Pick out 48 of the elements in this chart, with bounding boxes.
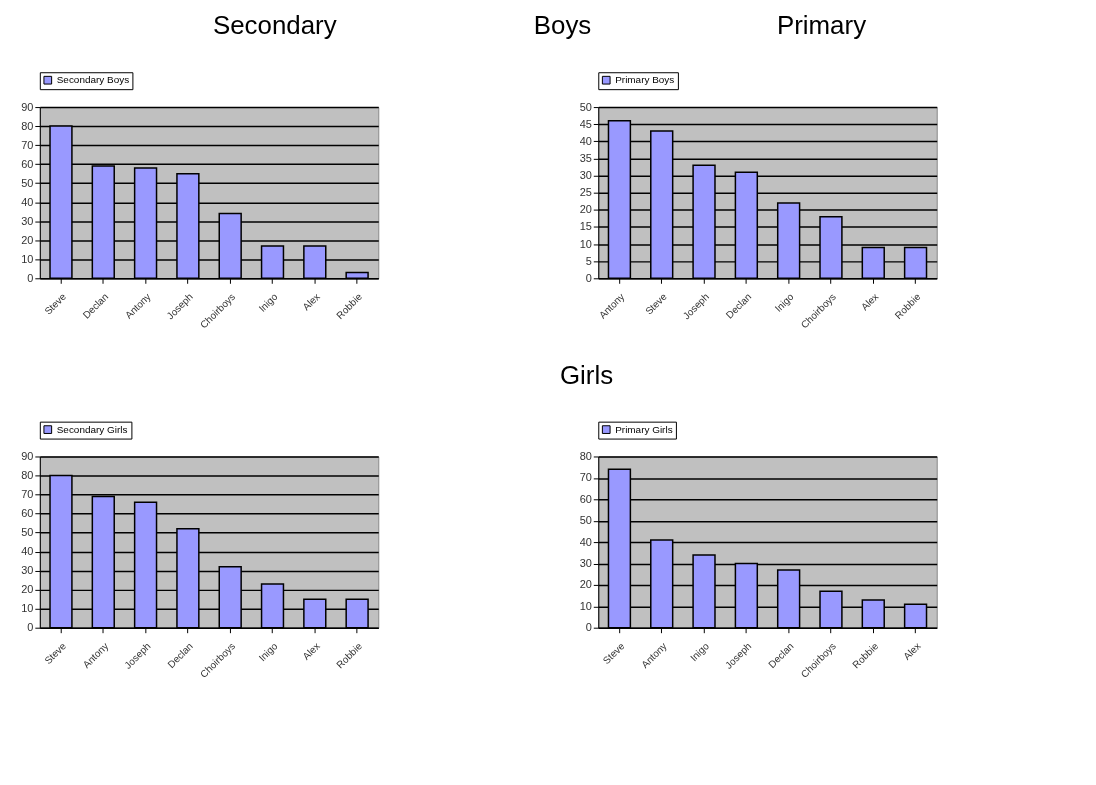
- y-tick-label: 10: [21, 252, 34, 265]
- y-tick-label: 20: [579, 203, 592, 216]
- y-tick-label: 30: [579, 556, 592, 569]
- y-tick-label: 80: [579, 449, 592, 462]
- y-tick-label: 0: [27, 271, 34, 284]
- text: Secondary: [212, 11, 337, 40]
- y-tick-label: 40: [21, 545, 34, 558]
- text: Primary: [776, 11, 867, 40]
- y-tick-label: 60: [21, 507, 34, 520]
- legend-label: Primary Girls: [615, 423, 673, 435]
- y-tick-label: 90: [21, 449, 34, 462]
- y-tick-label: 0: [585, 271, 592, 284]
- y-tick-label: 90: [21, 100, 34, 113]
- y-tick-label: 20: [21, 233, 34, 246]
- y-tick-label: 80: [21, 119, 34, 132]
- text: Boys: [533, 11, 592, 40]
- y-tick-label: 30: [579, 169, 592, 182]
- y-tick-label: 45: [579, 117, 592, 130]
- y-tick-label: 80: [21, 468, 34, 481]
- y-tick-label: 0: [585, 621, 592, 634]
- legend-label: Primary Boys: [615, 74, 675, 86]
- y-tick-label: 20: [21, 583, 34, 596]
- y-tick-label: 40: [579, 535, 592, 548]
- y-tick-label: 35: [579, 151, 592, 164]
- y-tick-label: 10: [21, 602, 34, 615]
- y-tick-label: 15: [579, 220, 592, 233]
- y-tick-label: 10: [579, 237, 592, 250]
- y-tick-label: 50: [21, 526, 34, 539]
- y-tick-label: 70: [21, 488, 34, 501]
- y-tick-label: 50: [579, 100, 592, 113]
- y-tick-label: 20: [579, 578, 592, 591]
- y-tick-label: 5: [585, 254, 592, 267]
- legend-label: Secondary Girls: [56, 423, 128, 435]
- y-tick-label: 60: [21, 157, 34, 170]
- y-tick-label: 25: [579, 186, 592, 199]
- legend-label: Secondary Boys: [56, 74, 130, 86]
- y-tick-label: 40: [21, 195, 34, 208]
- y-tick-label: 30: [21, 564, 34, 577]
- text: Girls: [559, 360, 614, 389]
- y-tick-label: 0: [27, 621, 34, 634]
- y-tick-label: 60: [579, 492, 592, 505]
- y-tick-label: 70: [21, 138, 34, 151]
- y-tick-label: 50: [21, 176, 34, 189]
- y-tick-label: 10: [579, 599, 592, 612]
- y-tick-label: 30: [21, 214, 34, 227]
- y-tick-label: 70: [579, 471, 592, 484]
- y-tick-label: 40: [579, 134, 592, 147]
- y-tick-label: 50: [579, 514, 592, 527]
